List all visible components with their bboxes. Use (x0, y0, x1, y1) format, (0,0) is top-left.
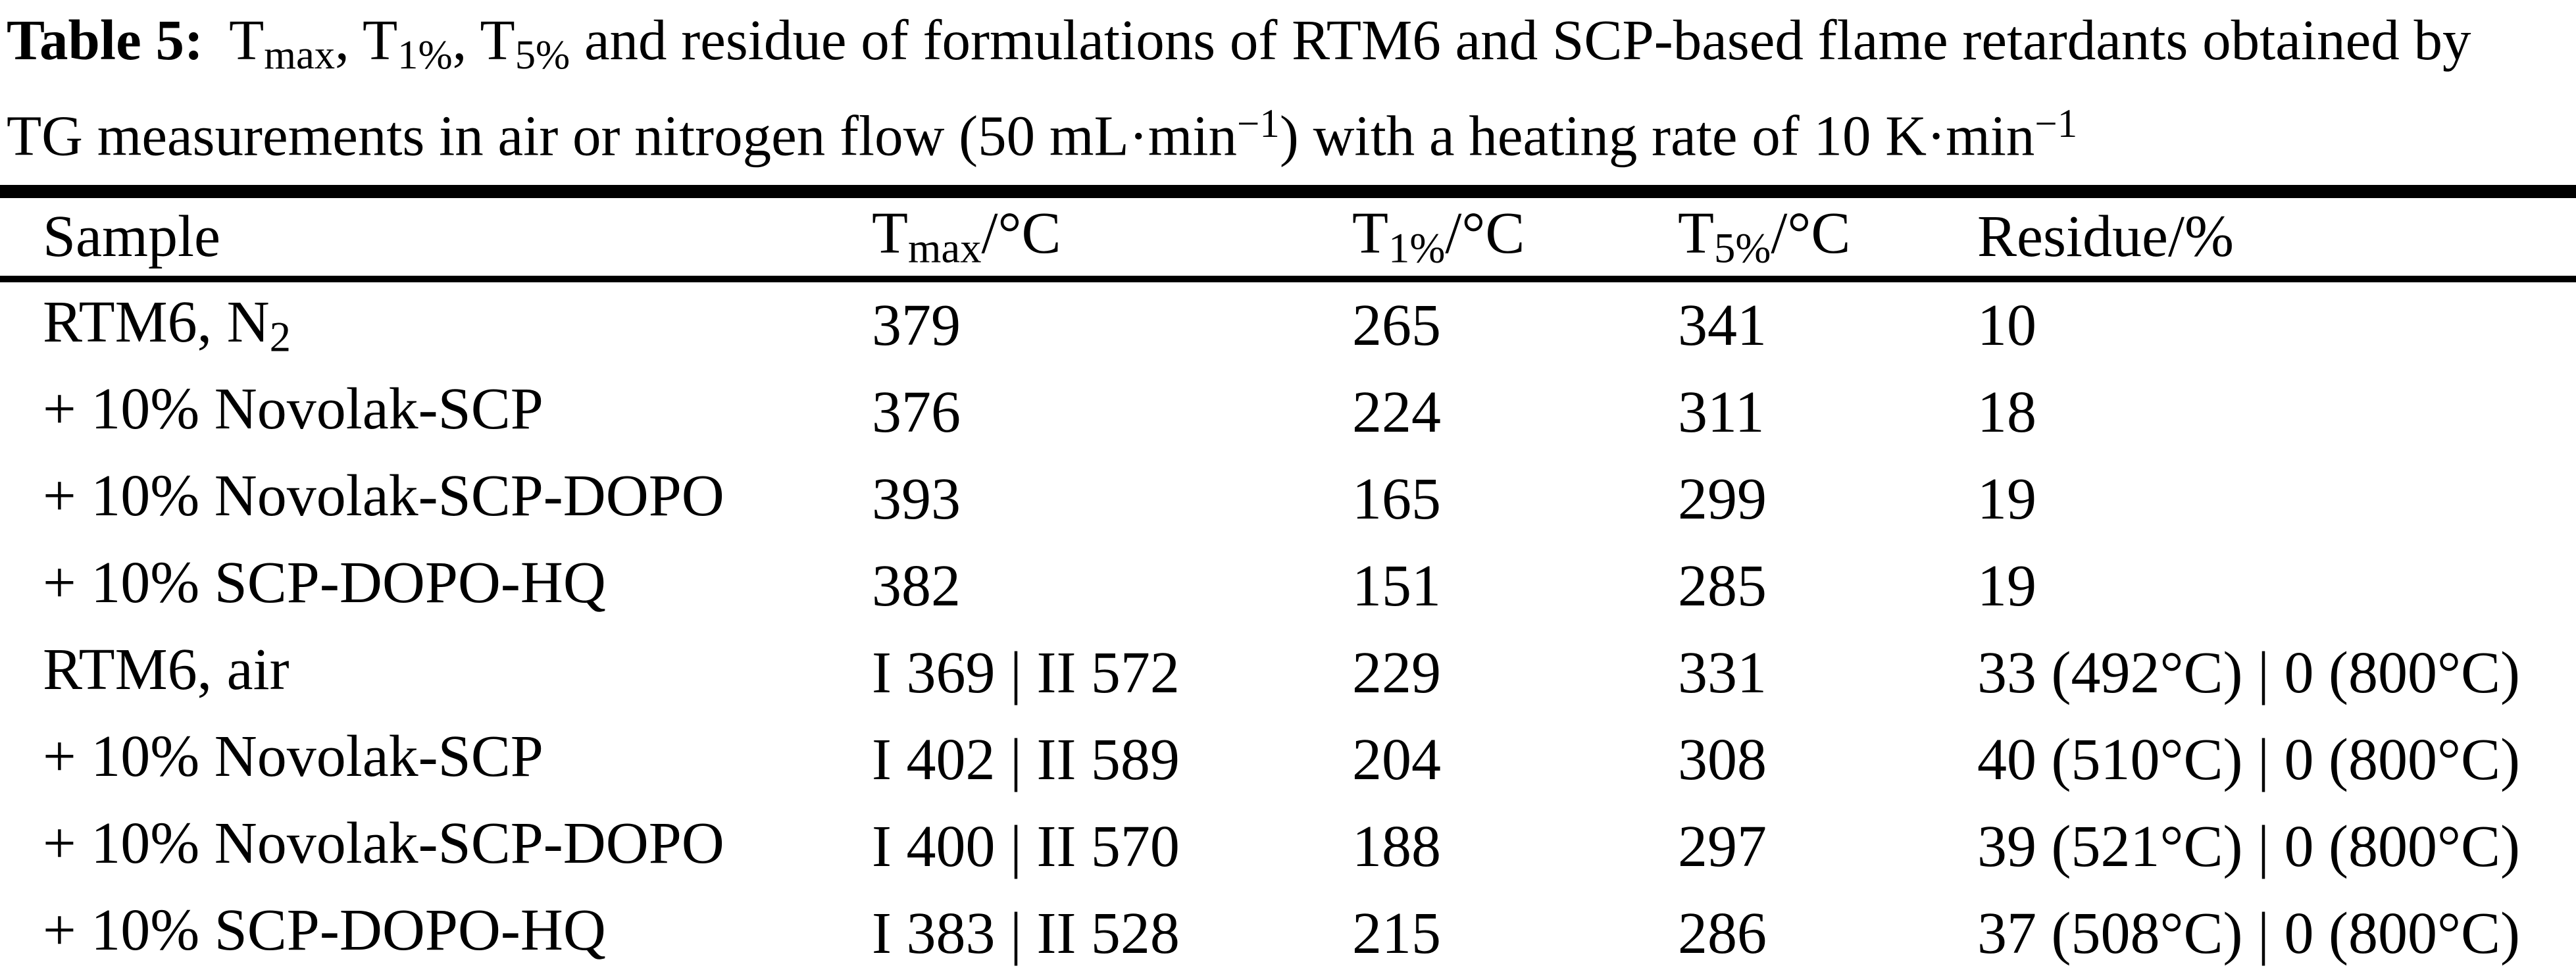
caption-line2-text-b: ) with a heating rate of 10 K·min (1279, 103, 2035, 168)
cell-tmax: 379 (872, 293, 961, 359)
cell-t5pct: 311 (1678, 380, 1765, 446)
header-t1pct-base: T (1352, 201, 1388, 267)
caption-t-max-subscript: max (264, 31, 336, 78)
table-row: + 10% Novolak-SCP-DOPO I 400 | II 570 18… (0, 804, 2576, 890)
cell-residue: 40 (510°C) | 0 (800°C) (1977, 727, 2520, 793)
cell-residue: 10 (1977, 293, 2036, 359)
cell-sample: + 10% Novolak-SCP (43, 727, 872, 793)
header-t1pct-subscript: 1% (1388, 224, 1446, 272)
table-caption: Table 5: Tmax, T1%, T5% and residue of fo… (0, 0, 2576, 170)
cell-t5pct: 299 (1678, 467, 1767, 532)
cell-sample: + 10% SCP-DOPO-HQ (43, 553, 872, 619)
cell-sample: RTM6, N2 (43, 293, 872, 359)
sample-text: RTM6, air (43, 637, 290, 703)
cell-t1pct: 204 (1352, 727, 1441, 793)
header-t1pct-unit: /°C (1445, 201, 1525, 267)
cell-residue: 39 (521°C) | 0 (800°C) (1977, 814, 2520, 880)
table-header-row: Sample Tmax/°C T1%/°C T5%/°C Residue/% (0, 198, 2576, 283)
header-residue: Residue/% (1977, 204, 2234, 270)
cell-residue: 19 (1977, 467, 2036, 532)
table-row: RTM6, N2 379 265 341 10 (0, 282, 2576, 369)
header-tmax-unit: /°C (981, 201, 1061, 267)
cell-t5pct: 341 (1678, 293, 1767, 359)
sample-text: + 10% Novolak-SCP-DOPO (43, 811, 724, 877)
cell-t5pct: 308 (1678, 727, 1767, 793)
table-row: + 10% Novolak-SCP I 402 | II 589 204 308… (0, 717, 2576, 804)
header-t1pct: T1%/°C (1352, 204, 1678, 270)
cell-tmax: 382 (872, 553, 961, 619)
table-row: + 10% SCP-DOPO-HQ 382 151 285 19 (0, 543, 2576, 630)
header-t5pct-base: T (1678, 201, 1714, 267)
cell-residue: 19 (1977, 553, 2036, 619)
cell-t1pct: 188 (1352, 814, 1441, 880)
cell-t5pct: 286 (1678, 901, 1767, 967)
cell-sample: + 10% SCP-DOPO-HQ (43, 901, 872, 967)
table-row: RTM6, air I 369 | II 572 229 331 33 (492… (0, 630, 2576, 717)
sample-text: + 10% Novolak-SCP-DOPO (43, 463, 724, 529)
header-tmax-base: T (872, 201, 908, 267)
cell-t1pct: 229 (1352, 640, 1441, 706)
cell-t1pct: 265 (1352, 293, 1441, 359)
caption-line2-text-a: TG measurements in air or nitrogen flow … (7, 103, 1238, 168)
caption-exponent-1: −1 (1237, 101, 1280, 146)
cell-tmax: 393 (872, 467, 961, 532)
table-number-label: Table 5: (7, 8, 203, 72)
cell-t1pct: 165 (1352, 467, 1441, 532)
cell-residue: 37 (508°C) | 0 (800°C) (1977, 901, 2520, 967)
header-t5pct-subscript: 5% (1713, 224, 1771, 272)
sample-text: + 10% SCP-DOPO-HQ (43, 898, 606, 963)
caption-t1pct-subscript: 1% (397, 31, 453, 78)
cell-t5pct: 285 (1678, 553, 1767, 619)
caption-text-rest: and residue of formulations of RTM6 and … (570, 8, 2471, 72)
header-tmax-subscript: max (907, 224, 982, 272)
table-body: RTM6, N2 379 265 341 10 + 10% Novolak-SC… (0, 282, 2576, 970)
cell-t1pct: 215 (1352, 901, 1441, 967)
cell-residue: 33 (492°C) | 0 (800°C) (1977, 640, 2520, 706)
sample-text: + 10% SCP-DOPO-HQ (43, 550, 606, 616)
header-t5pct-unit: /°C (1771, 201, 1851, 267)
caption-t5pct-base: , T (452, 8, 515, 72)
cell-t5pct: 331 (1678, 640, 1767, 706)
sample-subscript: 2 (269, 313, 291, 361)
table-row: + 10% Novolak-SCP-DOPO 393 165 299 19 (0, 456, 2576, 543)
cell-t1pct: 224 (1352, 380, 1441, 446)
cell-tmax: I 369 | II 572 (872, 640, 1180, 706)
cell-tmax: I 402 | II 589 (872, 727, 1180, 793)
caption-line-1: Table 5: Tmax, T1%, T5% and residue of fo… (7, 5, 2576, 89)
table-top-rule (0, 185, 2576, 199)
cell-tmax: 376 (872, 380, 961, 446)
cell-t1pct: 151 (1352, 553, 1441, 619)
cell-t5pct: 297 (1678, 814, 1767, 880)
table-row: + 10% Novolak-SCP 376 224 311 18 (0, 369, 2576, 456)
header-tmax: Tmax/°C (872, 204, 1352, 270)
table-row: + 10% SCP-DOPO-HQ I 383 | II 528 215 286… (0, 890, 2576, 970)
cell-residue: 18 (1977, 380, 2036, 446)
caption-t5pct-subscript: 5% (515, 31, 570, 78)
sample-text: + 10% Novolak-SCP (43, 376, 543, 442)
header-t5pct: T5%/°C (1678, 204, 1977, 270)
caption-t-max-base: T (229, 8, 265, 72)
caption-line-2: TG measurements in air or nitrogen flow … (7, 89, 2576, 170)
cell-tmax: I 383 | II 528 (872, 901, 1180, 967)
caption-exponent-2: −1 (2034, 101, 2078, 146)
header-sample: Sample (43, 204, 220, 270)
cell-sample: RTM6, air (43, 640, 872, 706)
cell-sample: + 10% Novolak-SCP-DOPO (43, 814, 872, 880)
sample-text: + 10% Novolak-SCP (43, 724, 543, 790)
cell-tmax: I 400 | II 570 (872, 814, 1180, 880)
caption-t1pct-base: , T (335, 8, 398, 72)
cell-sample: + 10% Novolak-SCP (43, 380, 872, 446)
cell-sample: + 10% Novolak-SCP-DOPO (43, 467, 872, 532)
sample-text: RTM6, N (43, 290, 270, 355)
